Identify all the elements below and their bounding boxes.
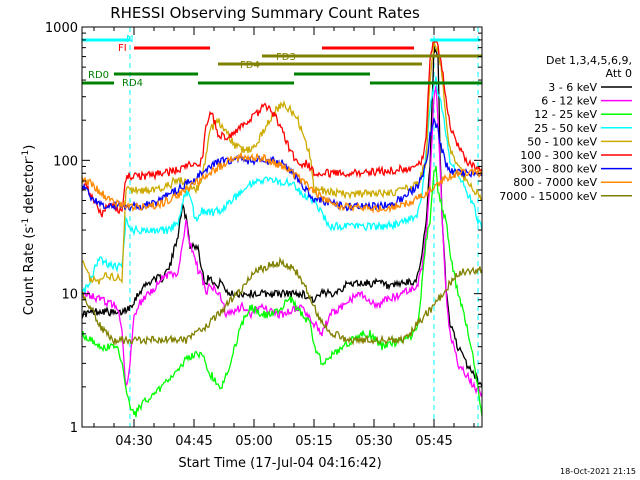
series-line-5 <box>81 41 483 218</box>
axes: 1 10 100 1000 04:30 04:45 05:00 05:15 05:30 05:45 <box>45 21 482 449</box>
series-line-8 <box>81 256 483 346</box>
plot-frame <box>81 26 483 428</box>
legend-label: 7000 - 15000 keV <box>499 190 597 203</box>
plot-area: NFI FD3 FD4 RD0 RD4 <box>81 27 483 427</box>
x-tick-label: 04:30 <box>115 434 152 449</box>
legend-label: 6 - 12 keV <box>541 95 597 108</box>
chart-title: RHESSI Observing Summary Count Rates <box>110 4 420 22</box>
state-label-fd3: FD3 <box>276 52 296 63</box>
legend-header-line1: Det 1,3,4,5,6,9, <box>546 54 632 67</box>
y-tick-label: 100 <box>53 154 78 169</box>
series-line-1 <box>81 85 483 398</box>
legend-header-line2: Att 0 <box>606 67 632 80</box>
legend-label: 800 - 7000 keV <box>513 176 597 189</box>
legend-label: 100 - 300 keV <box>520 149 597 162</box>
legend-label: 50 - 100 keV <box>527 135 597 148</box>
x-tick-label: 05:00 <box>235 434 272 449</box>
generated-timestamp: 18-Oct-2021 21:15 <box>560 467 636 476</box>
y-tick-label: 1000 <box>45 21 78 36</box>
state-label-n: N <box>126 34 133 45</box>
series-line-7 <box>81 152 483 214</box>
y-tick-label: 10 <box>61 288 78 303</box>
state-label-rd4: RD4 <box>122 78 143 89</box>
x-axis-label: Start Time (17-Jul-04 04:16:42) <box>178 456 381 471</box>
series-line-0 <box>81 44 483 388</box>
x-tick-label: 05:15 <box>295 434 332 449</box>
legend-label: 3 - 6 keV <box>548 81 597 94</box>
series-line-3 <box>81 76 483 296</box>
x-tick-label: 04:45 <box>175 434 212 449</box>
legend-label: 12 - 25 keV <box>534 108 597 121</box>
state-label-fd4: FD4 <box>240 60 260 71</box>
y-axis-label: Count Rate (s-1 detector-1) <box>21 145 37 316</box>
legend-label: 300 - 800 keV <box>520 163 597 176</box>
legend-label: 25 - 50 keV <box>534 122 597 135</box>
series-line-4 <box>81 41 483 285</box>
y-tick-label: 1 <box>70 421 78 436</box>
state-label-rd0: RD0 <box>88 70 109 81</box>
state-label-fi: FI <box>118 43 127 54</box>
x-tick-label: 05:45 <box>415 434 452 449</box>
x-tick-label: 05:30 <box>355 434 392 449</box>
